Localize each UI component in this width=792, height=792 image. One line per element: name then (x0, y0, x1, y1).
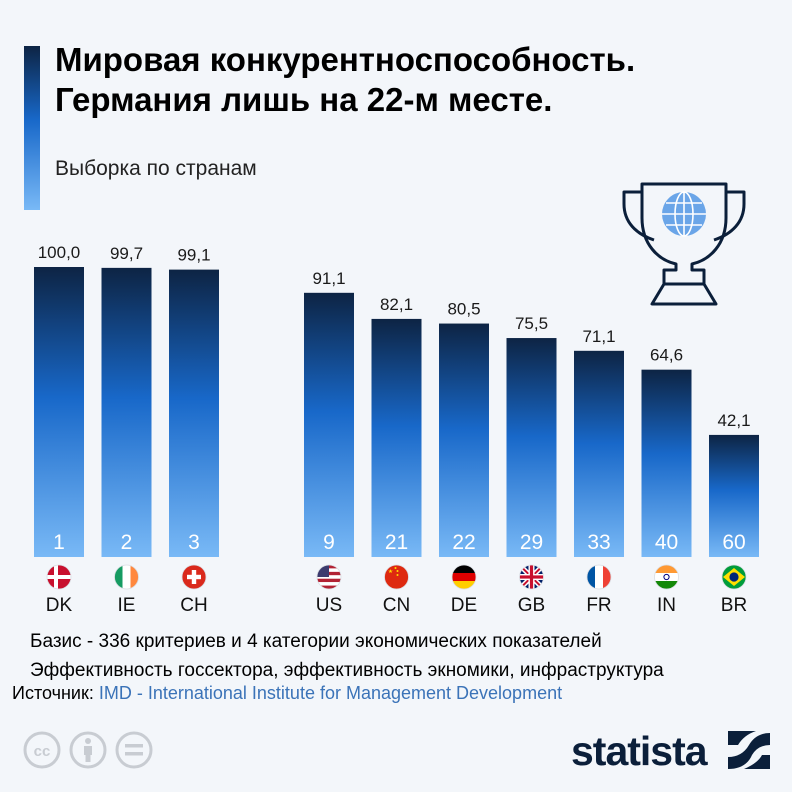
bar-de (439, 323, 489, 557)
note-line-1: Базис - 336 критериев и 4 категории экон… (30, 631, 602, 652)
by-icon[interactable] (69, 731, 107, 769)
bar-br (709, 434, 759, 557)
rank-label-in: 40 (655, 531, 678, 554)
bar-ie (101, 267, 152, 557)
flag-in-icon (654, 564, 679, 590)
statista-logo-icon (728, 731, 770, 769)
country-code-fr: FR (586, 595, 611, 616)
flag-cn-icon (384, 564, 409, 590)
country-code-gb: GB (518, 595, 545, 616)
source-label: Источник: (12, 683, 94, 703)
country-code-cn: CN (383, 595, 410, 616)
value-label-dk: 100,0 (38, 243, 81, 262)
rank-label-gb: 29 (520, 531, 543, 554)
flag-fr-icon (586, 564, 612, 590)
country-code-in: IN (657, 595, 676, 616)
flag-de-icon (451, 564, 477, 590)
license-icons: cc (23, 731, 153, 769)
rank-label-dk: 1 (53, 531, 65, 554)
country-code-ie: IE (118, 595, 136, 616)
bar-ch (169, 269, 219, 557)
statista-logo[interactable]: statista (571, 728, 708, 774)
flag-ch-icon (181, 564, 207, 590)
country-code-de: DE (451, 595, 477, 616)
trophy-globe-icon (622, 182, 746, 306)
title-accent-bar (24, 46, 40, 210)
value-label-gb: 75,5 (515, 314, 548, 333)
rank-label-us: 9 (323, 531, 335, 554)
nd-icon[interactable] (115, 731, 153, 769)
country-code-br: BR (721, 595, 747, 616)
chart-note: Базис - 336 критериев и 4 категории экон… (30, 627, 664, 685)
value-label-ch: 99,1 (177, 246, 210, 265)
flag-dk-icon (46, 564, 72, 590)
rank-label-cn: 21 (385, 531, 408, 554)
bar-us (304, 292, 354, 557)
chart-title-line-1: Мировая конкурентноспособность. (55, 41, 636, 78)
cc-icon[interactable]: cc (23, 731, 61, 769)
bar-cn (371, 318, 422, 557)
source-link[interactable]: IMD - International Institute for Manage… (98, 683, 563, 703)
svg-text:cc: cc (34, 743, 51, 760)
flag-us-icon (316, 564, 342, 590)
flag-gb-icon (519, 564, 544, 590)
rank-label-de: 22 (452, 531, 475, 554)
value-label-fr: 71,1 (582, 327, 615, 346)
country-code-dk: DK (46, 595, 73, 616)
rank-label-ch: 3 (188, 531, 200, 554)
value-label-de: 80,5 (447, 300, 480, 319)
value-label-cn: 82,1 (380, 295, 413, 314)
bar-dk (34, 267, 84, 557)
flag-ie-icon (114, 564, 139, 590)
value-label-in: 64,6 (650, 346, 683, 365)
value-label-us: 91,1 (312, 269, 345, 288)
rank-label-fr: 33 (587, 531, 610, 554)
flag-br-icon (721, 564, 747, 590)
value-label-ie: 99,7 (110, 244, 143, 263)
chart-subtitle: Выборка по странам (55, 157, 257, 180)
value-label-br: 42,1 (717, 411, 750, 430)
country-code-ch: CH (180, 595, 207, 616)
chart-title: Мировая конкурентноспособность. Германия… (55, 40, 775, 120)
rank-label-ie: 2 (121, 531, 133, 554)
bar-in (641, 369, 692, 557)
rank-label-br: 60 (722, 531, 745, 554)
bar-gb (506, 338, 557, 557)
chart-title-line-2: Германия лишь на 22-м месте. (55, 81, 553, 118)
source-line: Источник: IMD - International Institute … (12, 683, 562, 704)
bar-fr (574, 350, 624, 557)
country-code-us: US (316, 595, 342, 616)
note-line-2: Эффективность госсектора, эффективность … (30, 660, 664, 681)
